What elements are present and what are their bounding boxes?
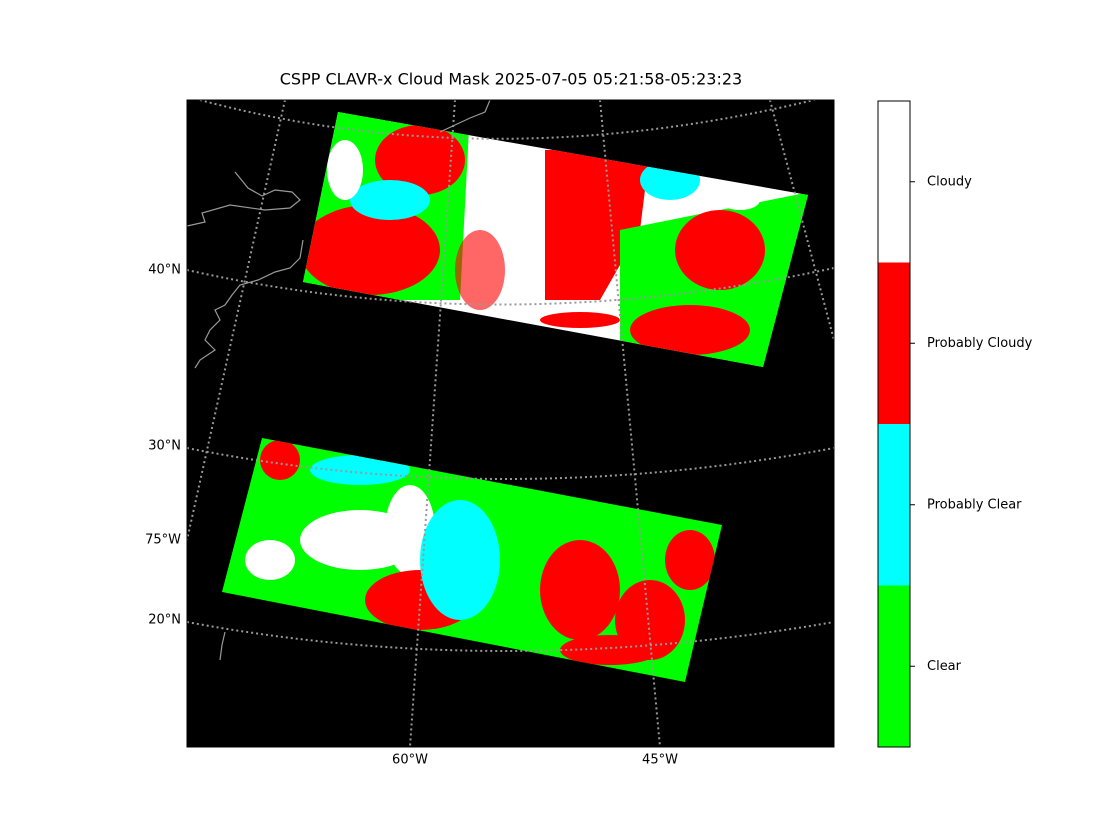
graticule: [199, 100, 818, 140]
colorbar-segment: [878, 424, 910, 586]
lon-label: 60°W: [392, 753, 428, 768]
graticule: [409, 100, 456, 747]
colorbar-label: Clear: [927, 659, 962, 674]
coastline: [187, 100, 491, 661]
graticule: [599, 100, 661, 747]
map-title: CSPP CLAVR-x Cloud Mask 2025-07-05 05:21…: [280, 70, 742, 89]
graticule: [187, 267, 834, 306]
lon-label: 45°W: [642, 753, 678, 768]
colorbar-segment: [878, 101, 910, 263]
colorbar-segment: [878, 262, 910, 424]
colorbar-segment: [878, 585, 910, 747]
graticule: [187, 447, 834, 480]
colorbar: Cloudy Probably Cloudy Probably Clear Clear: [877, 100, 1033, 748]
graticule: [187, 100, 286, 541]
graticule: [769, 100, 834, 341]
lat-label: 20°N: [148, 613, 181, 628]
colorbar-label: Probably Clear: [927, 497, 1022, 512]
lat-label: 30°N: [148, 439, 181, 454]
colorbar-label: Cloudy: [927, 174, 972, 189]
graticule: [187, 621, 834, 652]
lat-label: 40°N: [148, 263, 181, 278]
colorbar-frame: [877, 100, 911, 748]
map-frame: [186, 99, 835, 748]
colorbar-label: Probably Cloudy: [927, 336, 1033, 351]
lon-label: 75°W: [145, 533, 181, 548]
